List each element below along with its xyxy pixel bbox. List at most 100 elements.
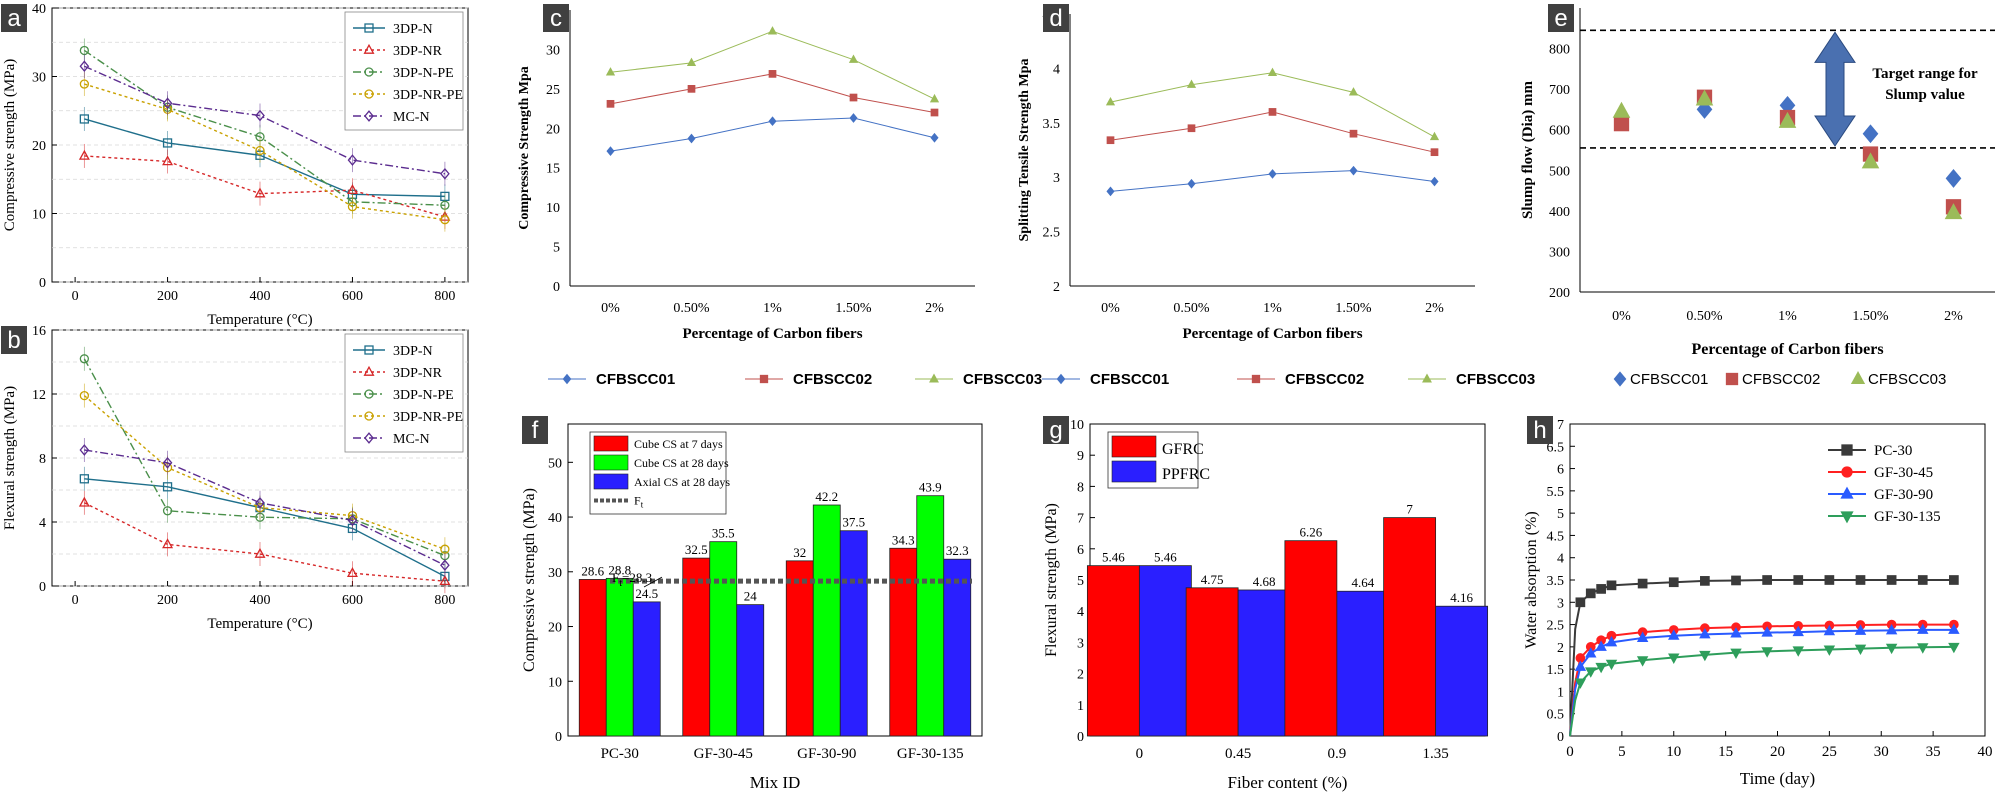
data-point-GF-30-90	[1605, 636, 1618, 647]
y-tick-label: 6	[1557, 463, 1564, 478]
panel-label-box	[1527, 416, 1553, 444]
bar-value-label: 4.75	[1201, 572, 1224, 587]
x-tick-label: 0	[1136, 746, 1144, 762]
data-point-GF-30-135	[1574, 678, 1587, 689]
data-point-GF-30-90	[1917, 623, 1929, 634]
legend-marker	[1841, 444, 1853, 456]
legend-label: 3DP-NR	[393, 366, 443, 381]
data-point-PC-30	[1731, 575, 1741, 586]
data-point-CFBSCC01	[606, 146, 615, 157]
x-tick-label: 0%	[601, 301, 620, 316]
panel-e: 2003004005006007008009000%0.50%1%1.50%2%…	[1520, 2, 1995, 388]
x-tick-label: 0.50%	[673, 301, 710, 316]
y-tick-label: 8	[39, 452, 46, 467]
data-point-MC-N	[79, 444, 90, 456]
panel-c: 051015202530350%0.50%1%1.50%2%Percentage…	[517, 4, 975, 342]
y-tick-label: 0	[39, 276, 46, 291]
reference-arrow	[643, 576, 663, 588]
data-point-3DP-N	[162, 482, 173, 492]
bar-value-label: 34.3	[892, 532, 915, 547]
data-point-GF-30-135	[1699, 650, 1711, 662]
legend-marker	[364, 89, 374, 99]
data-point-CFBSCC03	[1267, 67, 1278, 76]
series-line-CFBSCC02	[610, 73, 935, 114]
data-point-CFBSCC02	[687, 85, 696, 93]
y-tick-label: 20	[548, 621, 562, 636]
y-tick-label: 25	[546, 83, 560, 98]
data-point-CFBSCC02	[606, 99, 615, 108]
y-tick-label: 600	[1549, 124, 1570, 139]
data-point-3DP-NR-PE	[440, 215, 450, 225]
y-tick-label: 15	[546, 162, 560, 177]
data-point-CFBSCC03	[767, 26, 778, 35]
series-line-GF-30-45	[1569, 623, 1954, 737]
y-tick-label: 10	[1070, 418, 1084, 433]
data-point-GF-30-90	[1854, 624, 1867, 635]
bar-Axial CS at 28 days	[943, 558, 972, 737]
x-tick-label: 400	[250, 289, 271, 304]
y-tick-label: 9	[1077, 449, 1084, 464]
y-tick-label: 0	[1557, 730, 1564, 745]
x-axis-title: Percentage of Carbon fibers	[1182, 326, 1362, 342]
legend-swatch	[1111, 460, 1157, 483]
data-point-PC-30	[1793, 575, 1804, 585]
x-tick-label: 1%	[1263, 301, 1282, 316]
data-point-GF-30-135	[1792, 646, 1804, 657]
data-point-3DP-NR-PE	[79, 390, 90, 401]
data-point-CFBSCC02	[1613, 115, 1630, 132]
y-tick-label: 3	[1077, 636, 1084, 651]
x-tick-label: 200	[157, 593, 178, 608]
panel-label-box	[522, 416, 548, 444]
y-tick-label: 3	[1053, 171, 1060, 186]
y-tick-label: 5	[1077, 574, 1084, 589]
bar-value-label: 32	[793, 545, 806, 560]
series-line-CFBSCC03	[610, 30, 935, 100]
legend-label: GFRC	[1162, 441, 1204, 458]
x-tick-label: 2%	[925, 301, 944, 316]
data-point-CFBSCC01	[768, 116, 777, 127]
data-point-GF-30-90	[1948, 623, 1960, 634]
y-tick-label: 2	[1077, 668, 1084, 683]
bar-value-label: 24.5	[635, 586, 658, 601]
legend-label: Ft	[634, 494, 644, 510]
panel-label-d: d	[1049, 5, 1062, 32]
data-point-3DP-NR-PE	[347, 201, 358, 212]
y-tick-label: 1	[1077, 699, 1084, 714]
panel-label-box	[1, 4, 27, 32]
bar-PPFRC	[1435, 605, 1489, 737]
y-tick-label: 10	[32, 208, 46, 223]
x-tick-label: 40	[1978, 744, 1993, 760]
y-tick-label: 40	[548, 511, 562, 526]
y-tick-label: 50	[548, 456, 562, 471]
x-tick-label: 600	[342, 289, 363, 304]
panel-label-box	[1548, 4, 1574, 32]
legend-marker	[1840, 511, 1854, 524]
data-point-PC-30	[1668, 577, 1679, 588]
legend-label: GF-30-135	[1874, 509, 1941, 525]
legend-label: Cube CS at 28 days	[634, 456, 729, 470]
bar-value-label: 4.16	[1450, 590, 1473, 605]
y-tick-label: 4	[1557, 552, 1564, 567]
x-tick-label: 1.50%	[835, 301, 872, 316]
x-axis-title: Percentage of Carbon fibers	[682, 326, 862, 342]
data-point-3DP-N	[79, 474, 90, 484]
x-tick-label: 0.9	[1328, 746, 1347, 762]
data-point-3DP-N	[162, 138, 173, 148]
bar-Cube CS at 28 days	[709, 541, 738, 737]
target-range-annotation: Target range for Slump value	[1872, 66, 1978, 103]
y-tick-label: 2.5	[1043, 226, 1061, 241]
y-tick-label: 7	[1557, 418, 1564, 433]
data-point-CFBSCC01	[1106, 186, 1115, 197]
y-tick-label: 0	[39, 580, 46, 595]
legend-label: MC-N	[393, 110, 430, 125]
legend-marker	[562, 373, 572, 385]
y-axis-title: Flexural strength (MPa)	[1043, 503, 1060, 657]
y-tick-label: 0	[555, 730, 562, 745]
bar-PPFRC	[1237, 589, 1291, 737]
legend-row-cd: CFBSCC01 CFBSCC02 CFBSCC03 CFBSCC01 CFBSCC02…	[548, 371, 1535, 388]
y-tick-label: 20	[546, 122, 560, 137]
bar-Cube CS at 7 days	[578, 579, 607, 737]
data-point-MC-N	[79, 60, 90, 73]
data-point-3DP-NR	[346, 567, 358, 578]
series-line-3DP-N	[84, 478, 446, 578]
